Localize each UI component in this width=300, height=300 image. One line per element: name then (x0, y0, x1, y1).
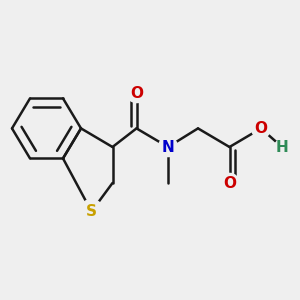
Circle shape (274, 140, 290, 154)
Circle shape (127, 83, 146, 103)
Circle shape (158, 137, 178, 157)
Text: H: H (276, 140, 288, 154)
Circle shape (251, 119, 271, 138)
Text: O: O (254, 121, 268, 136)
Text: O: O (223, 176, 236, 190)
Circle shape (80, 200, 103, 224)
Text: S: S (86, 204, 97, 219)
Text: O: O (130, 85, 143, 100)
Text: N: N (162, 140, 174, 154)
Circle shape (220, 173, 239, 193)
